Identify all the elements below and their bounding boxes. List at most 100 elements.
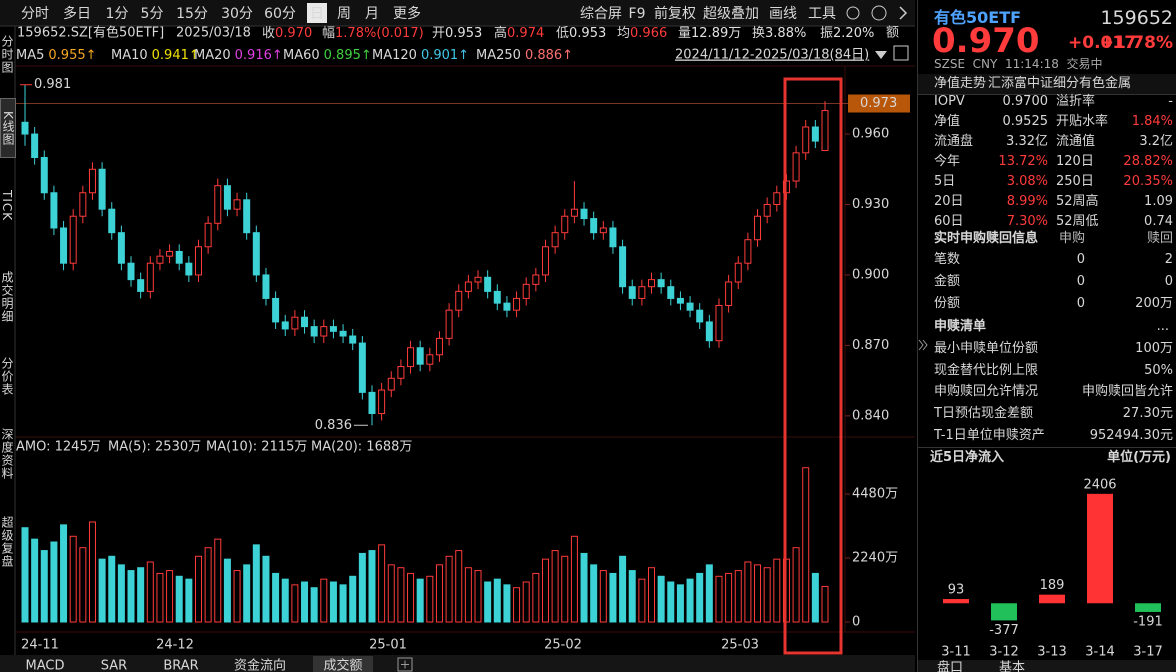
tool-button[interactable]: 画线 (769, 6, 797, 22)
ma-value: 0.941↑ (152, 48, 200, 63)
quote-value: 12.89万 (691, 26, 741, 41)
volume-bar (455, 550, 463, 623)
panel-tab[interactable]: 基本 (999, 661, 1025, 672)
period-tab[interactable]: 分时 (21, 6, 49, 22)
candle-body (407, 347, 415, 368)
y-tick-label: 0.840 (852, 408, 889, 423)
candle-body (262, 274, 270, 299)
period-tab[interactable]: 更多 (393, 5, 421, 22)
quote-label: 量 (678, 26, 691, 41)
price-tag: 0.973 (860, 96, 897, 111)
active-period-bg (307, 3, 327, 23)
candle-body (676, 297, 684, 304)
flow-chart: 93 3-11 -377 3-12 189 3-13 2406 3-14 -191 3-17 盘口 基… (918, 477, 1176, 672)
candle-body (214, 185, 222, 224)
tool-button[interactable]: 前复权 (654, 5, 696, 22)
candle-body (416, 347, 424, 365)
kline-panel: 分时 多日 1分 5分 15分 30分 60分日周月更多 综合屏 F9 前复权 超级叠加 画线 工具 15… (0, 0, 915, 672)
candle-body (792, 152, 800, 182)
section-divider (918, 447, 1176, 448)
side-tab[interactable]: 分价表 (0, 356, 14, 396)
period-tab[interactable]: 月 (365, 6, 379, 22)
panel-tab[interactable]: 盘口 (937, 660, 963, 672)
candle-body (811, 126, 819, 142)
help-icon[interactable] (871, 5, 887, 21)
stat-label: 今年 (934, 154, 961, 169)
volume-bar (763, 567, 771, 623)
side-tab[interactable]: 成交明细 (0, 271, 14, 323)
panel-tab[interactable]: 净值走势 (934, 76, 987, 91)
bottom-tab[interactable]: 资金流向 (234, 658, 286, 672)
bottom-tab[interactable]: SAR (101, 659, 127, 672)
stat-value: 20.35% (1123, 174, 1173, 189)
candle-body (108, 208, 116, 234)
value-label: -377 (989, 623, 1019, 638)
value-label: 2406 (1083, 477, 1116, 492)
add-tab-button[interactable] (397, 657, 413, 672)
candle-body (320, 326, 328, 337)
tool-button[interactable]: F9 (629, 6, 646, 22)
tool-button[interactable]: 超级叠加 (703, 6, 759, 22)
quote-item: 换3.88% (752, 26, 806, 41)
bottom-tab[interactable]: MACD (26, 659, 65, 672)
period-tab[interactable]: 30分 (221, 6, 253, 22)
volume-bar (541, 558, 549, 623)
volume-bar (744, 561, 752, 623)
side-tab[interactable]: K线图 (0, 98, 16, 158)
list-label: T日预估现金差额 (934, 406, 1033, 422)
tool-button[interactable]: 综合屏 (580, 6, 622, 22)
active-tab-bg (313, 656, 373, 672)
period-tab[interactable]: 周 (337, 6, 351, 22)
quote-item: 收0.970 (262, 26, 312, 41)
volume-bar (21, 527, 29, 623)
ma-value: 0.895↑ (324, 48, 372, 63)
tool-button[interactable]: 工具 (808, 6, 836, 22)
x-tick-label: 25-03 (721, 638, 759, 653)
collapse-icon[interactable] (899, 6, 908, 20)
candle-body (705, 321, 713, 342)
candle-body (773, 192, 781, 205)
settings-icon[interactable] (846, 6, 860, 20)
high-note: 0.981 (34, 77, 71, 92)
volume-bar (407, 572, 415, 623)
side-tab[interactable]: 超级复盘 (0, 516, 14, 568)
candle-body (301, 316, 309, 328)
panel-tab[interactable]: 汇添富中证细分有色金属 (988, 76, 1132, 91)
quote-item: 振2.20% (820, 26, 874, 41)
quote-date: 2025/03/18 (176, 26, 251, 41)
stat-value: 0.9700 (1002, 94, 1049, 109)
side-tab[interactable]: 分时图 (0, 34, 14, 74)
lock-icon[interactable] (893, 45, 909, 61)
low-note: 0.836 (315, 418, 352, 433)
period-tab[interactable]: 5分 (141, 6, 164, 22)
side-tab[interactable]: TICK (0, 190, 14, 222)
period-tab[interactable]: 多日 (63, 5, 91, 22)
quote-value: 0.974 (507, 26, 544, 41)
quote-value: 1.78%(0.017) (335, 26, 424, 41)
volume-bar (194, 555, 202, 623)
stat-value: 3.32亿 (1006, 134, 1048, 149)
ma-name: MA20 (194, 48, 231, 63)
candle-body (754, 215, 762, 241)
candle-body (272, 297, 280, 323)
volume-ma: MA(5): 2530万 (108, 440, 201, 455)
highlight-box (783, 77, 843, 655)
candle-body (31, 133, 39, 159)
period-tab[interactable]: 60分 (264, 6, 296, 22)
period-tab[interactable]: 15分 (176, 6, 208, 22)
bottom-tab[interactable]: 成交额 (323, 658, 362, 672)
expand-arrow[interactable] (918, 338, 928, 352)
y-tick-label: 0 (852, 615, 860, 630)
period-tab[interactable]: 1分 (106, 6, 129, 22)
candle-body (156, 255, 164, 264)
volume-bar (349, 575, 357, 623)
range-dropdown[interactable] (875, 51, 887, 59)
volume-bar (821, 585, 829, 623)
sub-value: 0 (1076, 274, 1085, 289)
date-range[interactable]: 2024/11/12-2025/03/18(84日) (675, 48, 869, 63)
period-tab[interactable]: 日 (310, 6, 324, 22)
side-tab[interactable]: 深度资料 (0, 428, 14, 480)
volume-bar (31, 538, 39, 623)
volume-bar (754, 564, 762, 623)
bottom-tab[interactable]: BRAR (163, 659, 198, 672)
